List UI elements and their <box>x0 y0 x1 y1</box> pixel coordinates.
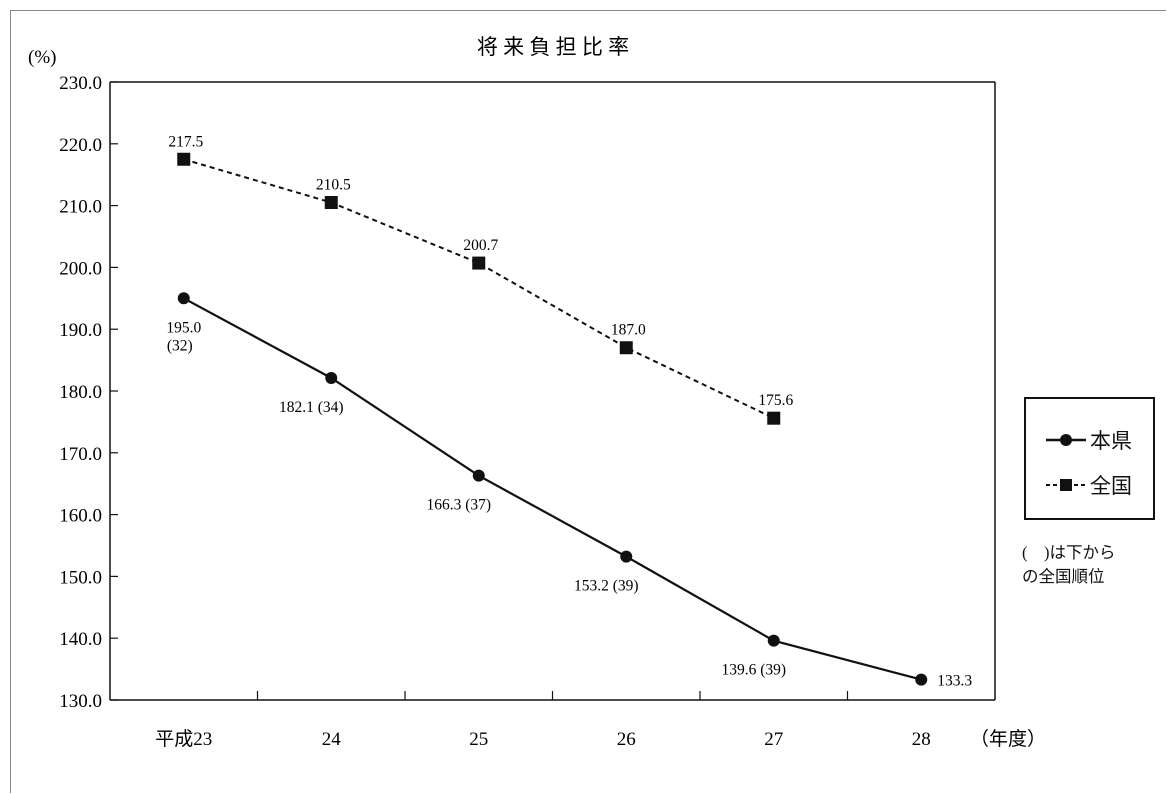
data-label-zenkoku-4: 175.6 <box>758 392 793 409</box>
data-point-0-2 <box>472 469 485 482</box>
x-tick-label: 平成23 <box>155 728 212 750</box>
series-line-1 <box>183 158 775 420</box>
x-tick-label: 27 <box>764 729 783 750</box>
x-axis-unit: （年度） <box>970 728 1046 750</box>
y-axis-unit: (%) <box>28 47 56 68</box>
data-point-1-1 <box>324 196 338 210</box>
rank-note: ( )は下から の全国順位 <box>1022 543 1116 586</box>
data-point-0-1 <box>325 372 338 385</box>
data-point-1-0 <box>177 152 191 166</box>
x-tick-label: 28 <box>912 729 931 750</box>
y-tick-label: 180.0 <box>59 382 102 403</box>
x-tick-label: 24 <box>322 729 342 750</box>
data-point-0-4 <box>767 634 780 647</box>
legend-label-zenkoku: 全国 <box>1090 474 1132 498</box>
data-label-honken-0-rank: (32) <box>167 337 193 354</box>
data-label-zenkoku-1: 210.5 <box>316 177 351 194</box>
series-line-0 <box>183 297 922 681</box>
legend-solid-circle-icon <box>1046 434 1086 446</box>
y-tick-label: 220.0 <box>59 135 102 156</box>
data-label-honken-1: 182.1 (34) <box>279 399 344 416</box>
data-label-honken-0: 195.0 <box>166 319 201 336</box>
legend-item-honken: 本県 <box>1044 425 1132 455</box>
chart-title: 将 来 負 担 比 率 <box>477 35 629 59</box>
y-tick-label: 140.0 <box>59 629 102 650</box>
y-tick-label: 230.0 <box>59 73 102 94</box>
y-tick-label: 170.0 <box>59 444 102 465</box>
y-tick-label: 160.0 <box>59 506 102 527</box>
x-tick-label: 25 <box>469 729 488 750</box>
legend-item-zenkoku: 全国 <box>1044 470 1132 500</box>
legend: 本県 全国 <box>1024 397 1155 520</box>
data-label-zenkoku-0: 217.5 <box>168 133 203 150</box>
data-label-honken-3: 153.2 (39) <box>574 578 639 595</box>
y-tick-label: 190.0 <box>59 320 102 341</box>
data-point-0-0 <box>177 292 190 305</box>
data-label-honken-2: 166.3 (37) <box>426 497 491 514</box>
data-label-zenkoku-3: 187.0 <box>611 322 646 339</box>
data-label-zenkoku-2: 200.7 <box>463 237 498 254</box>
y-tick-label: 150.0 <box>59 567 102 588</box>
data-point-1-3 <box>619 341 633 355</box>
data-point-1-2 <box>472 256 486 270</box>
data-point-0-3 <box>620 550 633 563</box>
y-tick-label: 200.0 <box>59 258 102 279</box>
legend-label-honken: 本県 <box>1090 429 1132 453</box>
legend-dashed-square-icon <box>1046 479 1086 491</box>
y-tick-label: 210.0 <box>59 197 102 218</box>
data-point-1-4 <box>767 411 781 425</box>
chart-frame <box>10 10 1166 793</box>
data-point-0-5 <box>915 673 928 686</box>
data-label-honken-4: 139.6 (39) <box>721 662 786 679</box>
x-tick-label: 26 <box>617 729 636 750</box>
y-tick-label: 130.0 <box>59 691 102 712</box>
data-label-honken-5: 133.3 <box>937 673 972 690</box>
